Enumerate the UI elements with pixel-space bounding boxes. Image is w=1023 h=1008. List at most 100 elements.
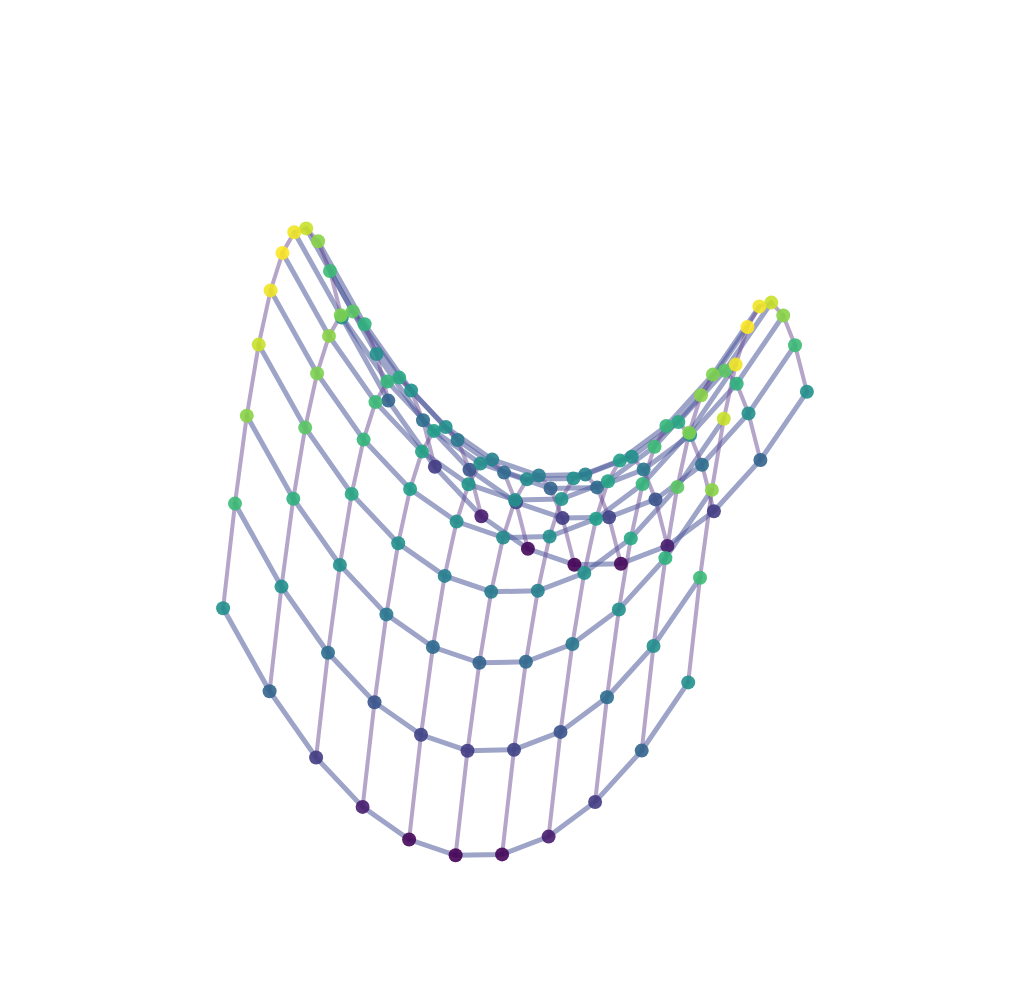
point: [286, 492, 300, 506]
point: [693, 571, 707, 585]
point: [519, 655, 533, 669]
point: [309, 751, 323, 765]
point: [414, 728, 428, 742]
point: [681, 675, 695, 689]
point: [695, 458, 709, 472]
point: [322, 329, 336, 343]
point: [647, 639, 661, 653]
point: [473, 457, 487, 471]
surface-line: [283, 253, 748, 500]
point: [729, 358, 743, 372]
point: [624, 531, 638, 545]
point: [356, 800, 370, 814]
point: [357, 433, 371, 447]
point: [507, 743, 521, 757]
point: [323, 264, 337, 278]
point: [404, 384, 418, 398]
point: [287, 225, 301, 239]
surface-line: [294, 232, 759, 479]
point: [228, 497, 242, 511]
point: [450, 515, 464, 529]
point: [625, 450, 639, 464]
point: [346, 304, 360, 318]
point: [263, 684, 277, 698]
point: [380, 375, 394, 389]
point: [705, 483, 719, 497]
point: [649, 492, 663, 506]
point: [658, 551, 672, 565]
point: [474, 509, 488, 523]
chart: [0, 0, 1023, 1008]
point: [415, 445, 429, 459]
surface-line: [549, 457, 668, 837]
surface-line: [223, 228, 342, 608]
point: [602, 510, 616, 524]
point: [578, 468, 592, 482]
point: [706, 368, 720, 382]
point: [333, 558, 347, 572]
point: [577, 566, 591, 580]
point: [788, 338, 802, 352]
point: [370, 347, 384, 361]
point: [520, 472, 534, 486]
point: [555, 492, 569, 506]
point: [402, 833, 416, 847]
point: [600, 690, 614, 704]
point: [776, 309, 790, 323]
surface-line: [235, 504, 700, 751]
point: [368, 695, 382, 709]
point: [753, 453, 767, 467]
point: [742, 406, 756, 420]
point: [717, 412, 731, 426]
point: [275, 580, 289, 594]
point: [764, 296, 778, 310]
point: [660, 539, 674, 553]
point: [613, 454, 627, 468]
point: [252, 338, 266, 352]
point: [379, 607, 393, 621]
point: [670, 480, 684, 494]
point: [589, 512, 603, 526]
surface-line: [363, 427, 482, 807]
point: [358, 317, 372, 331]
point: [508, 493, 522, 507]
point: [707, 504, 721, 518]
point: [496, 531, 510, 545]
point: [495, 847, 509, 861]
point: [556, 511, 570, 525]
point: [484, 585, 498, 599]
point: [216, 601, 230, 615]
point: [403, 482, 417, 496]
point: [730, 377, 744, 391]
plot-area: [216, 221, 814, 862]
point: [612, 603, 626, 617]
point: [637, 463, 651, 477]
point: [264, 283, 278, 297]
point: [752, 299, 766, 313]
point: [554, 725, 568, 739]
point: [682, 426, 696, 440]
point: [321, 646, 335, 660]
point: [391, 536, 405, 550]
point: [369, 395, 383, 409]
surface-line: [316, 378, 435, 758]
point: [298, 421, 312, 435]
point: [614, 557, 628, 571]
point: [462, 477, 476, 491]
surface-line: [456, 476, 575, 856]
point: [345, 487, 359, 501]
surface-line: [306, 228, 771, 475]
surface-line: [502, 475, 621, 855]
point: [240, 409, 254, 423]
point: [531, 584, 545, 598]
point: [671, 415, 685, 429]
point: [449, 848, 463, 862]
point: [636, 477, 650, 491]
point: [497, 466, 511, 480]
point: [659, 419, 673, 433]
point: [334, 308, 348, 322]
point: [532, 469, 546, 483]
point: [565, 637, 579, 651]
point: [426, 640, 440, 654]
point: [521, 542, 535, 556]
